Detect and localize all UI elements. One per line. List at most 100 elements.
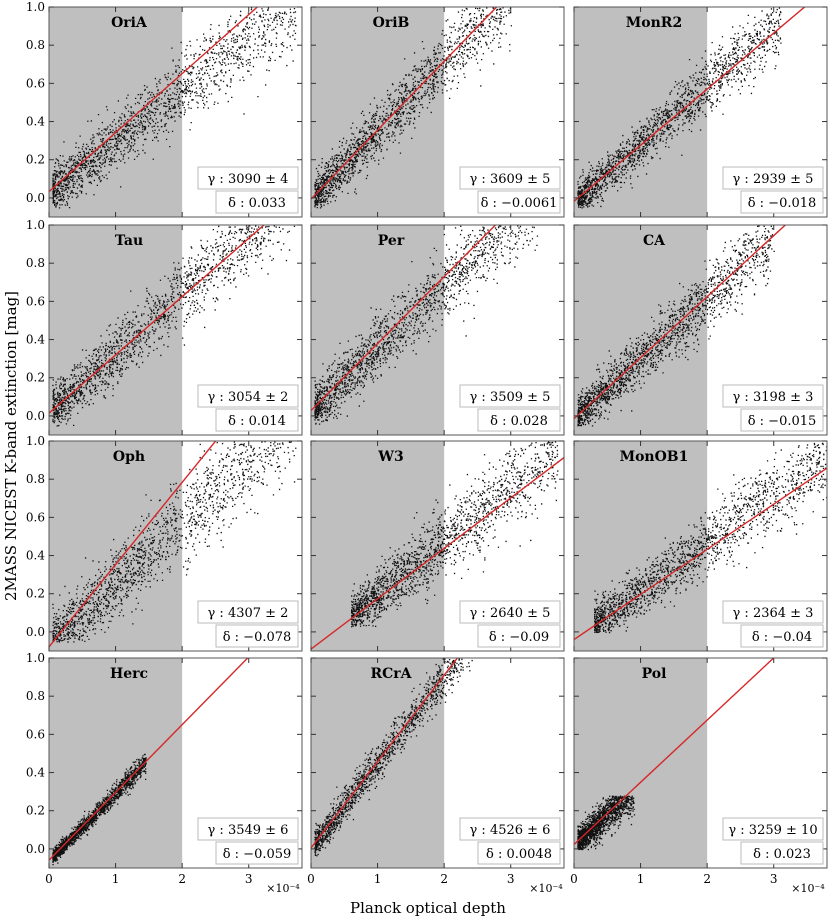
panel-frame <box>310 440 565 652</box>
panel-monob1: MonOB1 γ : 2364 ± 3 δ : −0.04 <box>573 440 828 652</box>
x-tick-label: 0 <box>570 872 578 886</box>
y-tick-label: 0.8 <box>26 472 45 486</box>
gamma-box <box>197 817 299 841</box>
panel-title: OriA <box>111 15 148 31</box>
gamma-label: γ : 3090 ± 4 <box>208 172 289 187</box>
y-tick-label: 1.0 <box>26 218 45 232</box>
fit-region-shade <box>49 225 183 435</box>
scatter-points <box>314 225 539 425</box>
gamma-box <box>722 166 824 190</box>
panel-tau: 0.0 0.2 0.4 0.6 0.8 1.0 Tau γ : 3054 ± 2 δ : 0.0… <box>26 218 303 436</box>
delta-label: δ : 0.0048 <box>486 847 552 862</box>
scatter-points-path <box>52 7 297 209</box>
delta-label: δ : −0.015 <box>748 414 817 429</box>
delta-box <box>215 190 299 214</box>
gamma-label: γ : 2364 ± 3 <box>733 606 814 621</box>
delta-box <box>477 624 561 648</box>
gamma-label: γ : 3198 ± 3 <box>733 390 814 405</box>
fit-line <box>311 457 564 650</box>
scatter-points <box>52 441 297 643</box>
panel-title: Tau <box>115 233 143 249</box>
panel-frame <box>573 224 828 436</box>
x-tick-label: 1 <box>374 872 382 886</box>
y-tick-label: 0.0 <box>26 625 45 639</box>
delta-label: δ : −0.018 <box>748 196 817 211</box>
panel-title: Oph <box>113 449 145 465</box>
panel-ca: CA γ : 3198 ± 3 δ : −0.015 <box>573 224 828 436</box>
scatter-points <box>52 225 296 427</box>
panel-pol: 0 1 2 3 Pol γ : 3259 ± 10 δ : 0.023 <box>570 657 828 886</box>
delta-box <box>477 408 561 432</box>
fit-line <box>49 441 217 648</box>
scatter-points <box>577 7 782 209</box>
delta-box <box>215 624 299 648</box>
gamma-box <box>197 600 299 624</box>
gamma-box <box>459 384 561 408</box>
fit-region-shade <box>311 225 445 435</box>
scatter-points <box>351 441 559 628</box>
fit-line <box>574 467 827 641</box>
fit-line <box>49 658 249 861</box>
panel-title: Pol <box>642 666 667 682</box>
panel-frame <box>573 657 828 869</box>
scatter-points-path <box>351 441 559 628</box>
delta-box <box>740 408 824 432</box>
x-axis-label: Planck optical depth <box>350 899 506 917</box>
y-tick-label: 0.2 <box>26 371 45 385</box>
scatter-points-path <box>52 441 297 643</box>
panel-title: W3 <box>377 449 403 465</box>
gamma-label: γ : 3549 ± 6 <box>208 823 289 838</box>
scatter-points-path <box>577 225 775 427</box>
scatter-points <box>577 225 775 427</box>
scatter-points-path <box>594 442 827 634</box>
delta-label: δ : 0.033 <box>228 196 286 211</box>
y-tick-label: 0.6 <box>26 727 45 741</box>
scatter-points <box>577 795 636 851</box>
y-tick-label: 0.0 <box>26 842 45 856</box>
y-tick-label: 0.0 <box>26 409 45 423</box>
panel-rcra: 0 1 2 3 RCrA γ : 4526 ± 6 δ : 0.0048 <box>307 657 565 886</box>
gamma-box <box>722 384 824 408</box>
y-tick-label: 0.8 <box>26 38 45 52</box>
delta-label: δ : 0.023 <box>753 847 811 862</box>
y-tick-label: 0.2 <box>26 587 45 601</box>
x-multiplier-label-col1: ×10⁻⁴ <box>266 882 300 895</box>
fit-region-shade <box>574 225 708 435</box>
y-tick-label: 0.8 <box>26 689 45 703</box>
fit-line <box>311 658 459 849</box>
gamma-box <box>459 817 561 841</box>
y-tick-label: 1.0 <box>26 0 45 14</box>
fit-line <box>311 225 497 412</box>
y-tick-label: 1.0 <box>26 651 45 665</box>
gamma-label: γ : 3054 ± 2 <box>208 390 289 405</box>
panels-group: 0.0 0.2 0.4 0.6 0.8 1.0 OriA γ : 3090 ± 4 δ : 0.… <box>26 0 828 886</box>
delta-box <box>740 190 824 214</box>
panel-frame <box>48 440 303 652</box>
panel-title: MonR2 <box>626 15 682 31</box>
x-tick-label: 1 <box>637 872 645 886</box>
panel-frame <box>573 440 828 652</box>
panel-title: MonOB1 <box>620 449 689 465</box>
y-tick-label: 0.6 <box>26 76 45 90</box>
delta-label: δ : −0.078 <box>223 630 292 645</box>
y-tick-label: 0.8 <box>26 256 45 270</box>
gamma-box <box>459 166 561 190</box>
panel-title: Herc <box>110 666 148 682</box>
scatter-points-path <box>314 7 512 209</box>
panel-frame <box>310 224 565 436</box>
y-tick-label: 0.0 <box>26 191 45 205</box>
delta-label: δ : −0.0061 <box>481 196 558 211</box>
y-tick-label: 0.4 <box>26 115 45 129</box>
y-tick-label: 0.6 <box>26 510 45 524</box>
delta-label: δ : −0.059 <box>223 847 292 862</box>
x-tick-label: 2 <box>703 872 711 886</box>
scatter-points <box>52 7 297 209</box>
scatter-points-path <box>314 225 539 425</box>
scatter-points-path <box>577 795 636 851</box>
delta-box <box>740 841 824 865</box>
x-tick-label: 0 <box>45 872 53 886</box>
fit-region-shade <box>49 441 183 651</box>
panel-monr2: MonR2 γ : 2939 ± 5 δ : −0.018 <box>573 6 828 218</box>
x-tick-label: 2 <box>178 872 186 886</box>
